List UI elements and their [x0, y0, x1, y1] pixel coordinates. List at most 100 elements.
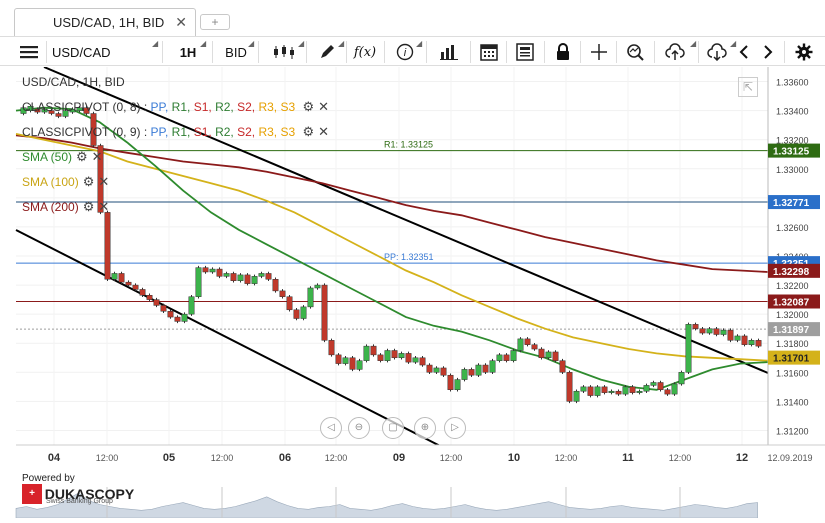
- x-tick-label: 06: [279, 452, 291, 464]
- candle-body: [251, 276, 258, 284]
- zoom-in-icon[interactable]: ⊕: [414, 417, 436, 439]
- candle-body: [419, 357, 426, 366]
- gear-icon[interactable]: ⚙: [302, 124, 315, 139]
- level-tag-text: 1.32087: [773, 298, 810, 309]
- close-icon[interactable]: ✕: [175, 14, 187, 30]
- close-icon[interactable]: ✕: [318, 124, 330, 139]
- pencil-icon[interactable]: [310, 40, 344, 64]
- price-axis: [768, 67, 825, 518]
- candle-body: [237, 274, 244, 281]
- zoom-out-icon[interactable]: ⊖: [348, 417, 370, 439]
- info-icon[interactable]: i: [390, 40, 420, 64]
- candle-body: [650, 382, 657, 386]
- news-icon[interactable]: [510, 40, 540, 64]
- menu-icon[interactable]: [12, 40, 46, 64]
- candle-body: [629, 386, 636, 393]
- candle-body: [279, 290, 286, 297]
- candle-body: [538, 348, 545, 359]
- candle-body: [244, 274, 251, 284]
- zoom-icon[interactable]: [620, 40, 650, 64]
- reset-zoom-button[interactable]: ▢: [382, 417, 404, 439]
- scroll-right-button[interactable]: ▷: [444, 417, 466, 439]
- gear-icon[interactable]: ⚙: [76, 149, 88, 164]
- add-tab-button[interactable]: +: [200, 14, 230, 30]
- instrument-selector[interactable]: USD/CAD: [52, 40, 152, 64]
- candle-body: [76, 107, 83, 111]
- candle-body: [608, 390, 615, 393]
- candle-body: [153, 299, 160, 306]
- gear-icon[interactable]: ⚙: [302, 99, 315, 114]
- pivot-legend-2: CLASSICPIVOT (0, 9) : PP, R1, S1, R2, S2…: [22, 124, 330, 139]
- candle-body: [643, 385, 650, 392]
- candle-body: [363, 345, 370, 361]
- close-icon[interactable]: ✕: [98, 174, 110, 189]
- price-tag-text: 1.31897: [773, 325, 810, 336]
- candle-body: [699, 328, 706, 334]
- lock-icon[interactable]: [548, 40, 578, 64]
- popout-icon[interactable]: ⇱: [738, 77, 758, 97]
- bar-chart-icon[interactable]: [432, 40, 466, 64]
- candle-body: [636, 390, 643, 393]
- chevron-left-icon[interactable]: [734, 40, 754, 64]
- scroll-left-button[interactable]: ◁: [320, 417, 342, 439]
- candle-body: [566, 372, 573, 402]
- candle-body: [370, 345, 377, 356]
- gear-icon[interactable]: ⚙: [82, 174, 95, 189]
- side-label: BID: [225, 44, 247, 60]
- candle-body: [335, 354, 342, 364]
- y-tick-label: 1.31600: [776, 368, 809, 378]
- x-tick-label: 12:00: [96, 453, 119, 463]
- chart-tab[interactable]: USD/CAD, 1H, BID ✕: [14, 8, 196, 36]
- candle-body: [692, 324, 699, 329]
- candle-body: [34, 108, 41, 113]
- candle-body: [90, 113, 97, 146]
- candle-body: [580, 386, 587, 392]
- candles-icon[interactable]: [264, 40, 304, 64]
- tab-title: USD/CAD, 1H, BID: [53, 15, 165, 30]
- chevron-right-icon[interactable]: [758, 40, 778, 64]
- side-selector[interactable]: BID: [218, 40, 254, 64]
- candle-body: [671, 383, 678, 395]
- candle-body: [594, 386, 601, 396]
- sma200-tag: [768, 263, 820, 278]
- close-icon[interactable]: ✕: [91, 149, 103, 164]
- calendar-icon[interactable]: [474, 40, 504, 64]
- candle-body: [412, 357, 419, 363]
- candle-body: [517, 338, 524, 351]
- candle-body: [741, 335, 748, 345]
- candle-body: [587, 386, 594, 396]
- close-icon[interactable]: ✕: [98, 199, 110, 214]
- x-tick-label: 12:00: [440, 453, 463, 463]
- candle-body: [195, 267, 202, 297]
- candle-body: [447, 374, 454, 391]
- sma100-legend: SMA (100) ⚙ ✕: [22, 174, 110, 189]
- candle-body: [713, 328, 720, 335]
- candle-body: [62, 110, 69, 117]
- candle-body: [223, 273, 230, 277]
- gear-icon[interactable]: [790, 40, 818, 64]
- candle-body: [755, 340, 762, 347]
- x-tick-label: 12: [736, 452, 748, 464]
- candle-body: [727, 329, 734, 341]
- y-tick-label: 1.33200: [776, 136, 809, 146]
- instrument-label: USD/CAD: [52, 44, 111, 60]
- candle-body: [27, 106, 34, 111]
- chart-title: USD/CAD, 1H, BID: [22, 75, 125, 89]
- chart-area[interactable]: R1: 1.33125 PP: 1.32351 1.33600 1.33400 1.3…: [0, 66, 825, 519]
- download-icon[interactable]: [702, 40, 732, 64]
- candle-body: [503, 354, 510, 361]
- gear-icon[interactable]: ⚙: [82, 199, 95, 214]
- candle-body: [384, 350, 391, 361]
- candle-body: [510, 350, 517, 361]
- candle-body: [328, 340, 335, 356]
- function-icon[interactable]: f(x): [353, 44, 377, 60]
- upload-icon[interactable]: [660, 40, 690, 64]
- candle-body: [265, 273, 272, 280]
- candle-body: [167, 310, 174, 318]
- candle-body: [748, 340, 755, 345]
- crosshair-icon[interactable]: [584, 40, 614, 64]
- close-icon[interactable]: ✕: [318, 99, 330, 114]
- candle-body: [97, 145, 104, 213]
- price-chart[interactable]: R1: 1.33125 PP: 1.32351 1.33600 1.33400 1.3…: [0, 66, 825, 519]
- period-selector[interactable]: 1H: [168, 40, 208, 64]
